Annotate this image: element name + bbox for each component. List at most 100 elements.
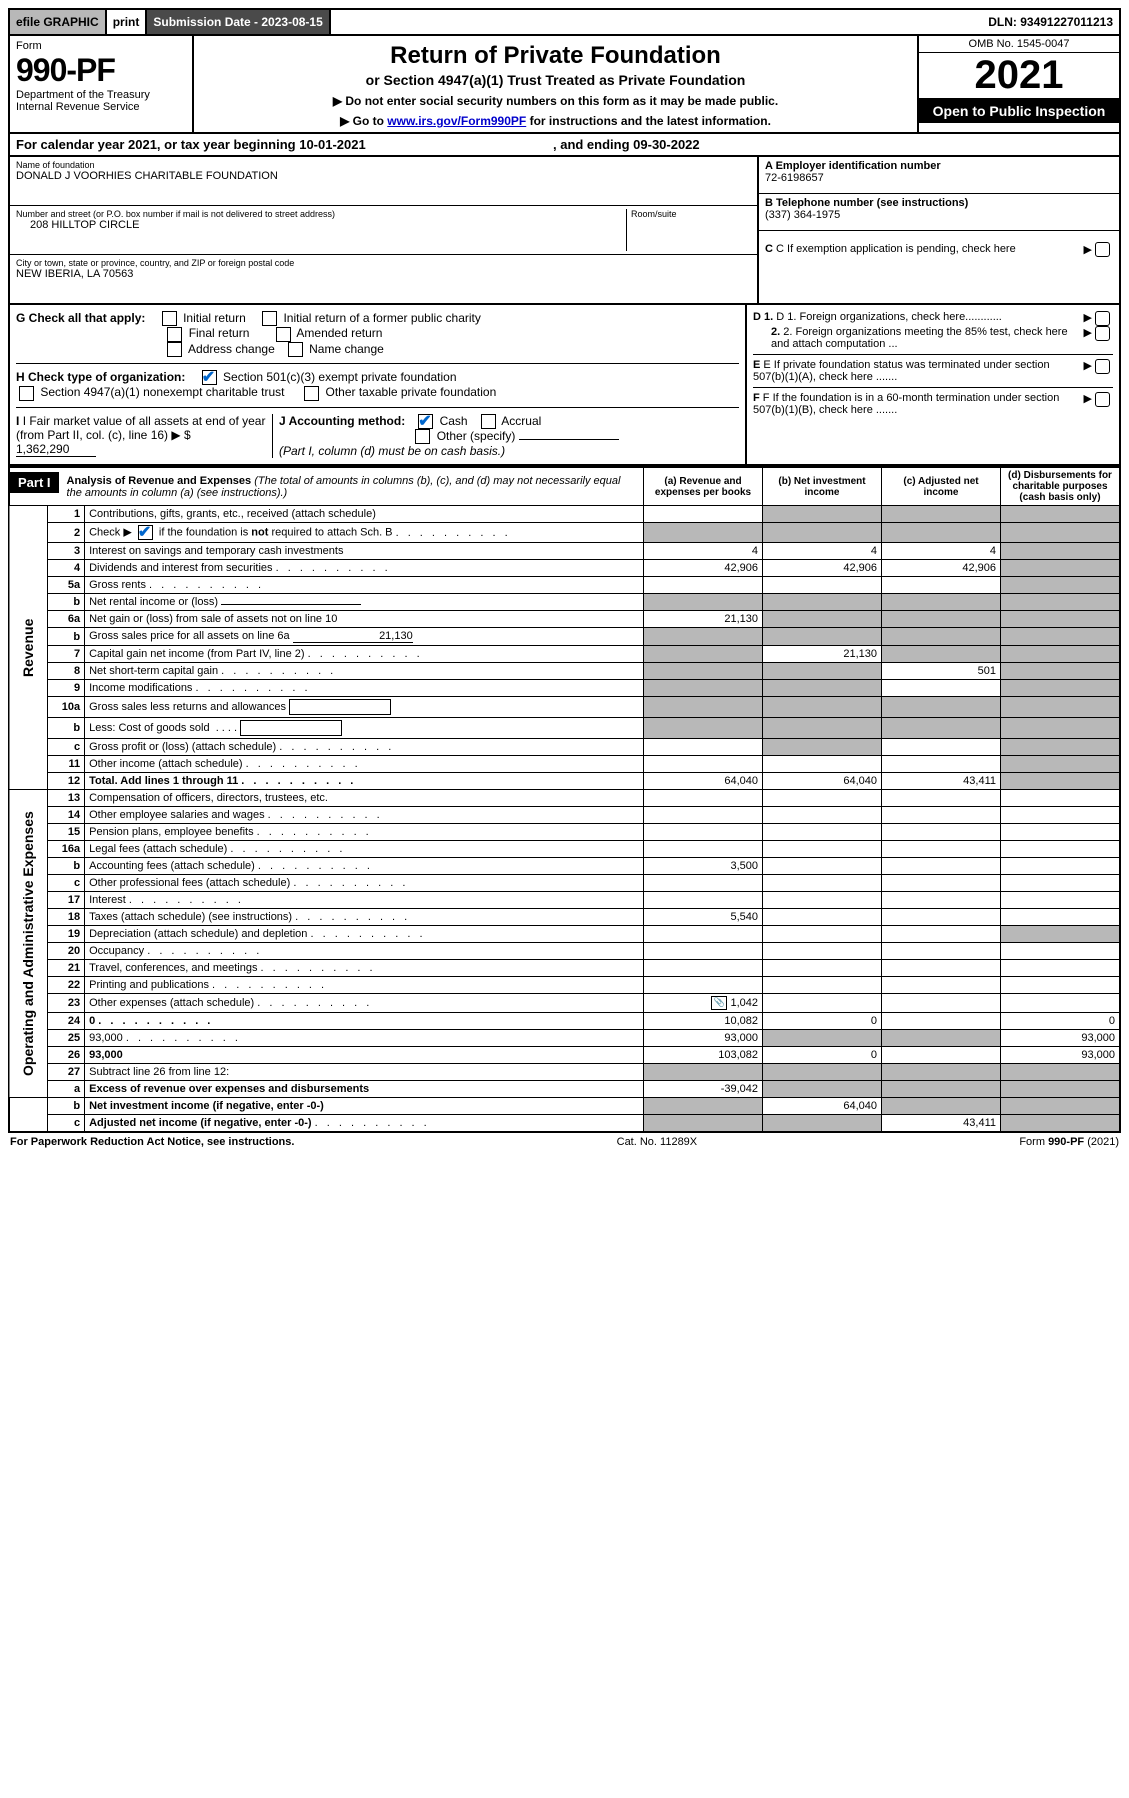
table-row: 20 Occupancy <box>9 943 1120 960</box>
cell-value: 42,906 <box>763 560 882 577</box>
phone-label: B Telephone number (see instructions) <box>765 197 1113 209</box>
other-taxable-checkbox[interactable] <box>304 386 319 401</box>
footer-mid: Cat. No. 11289X <box>617 1136 698 1148</box>
row-desc: Less: Cost of goods sold <box>89 722 209 734</box>
other-method-checkbox[interactable] <box>415 429 430 444</box>
j-note: (Part I, column (d) must be on cash basi… <box>279 444 505 458</box>
page-footer: For Paperwork Reduction Act Notice, see … <box>8 1133 1121 1151</box>
print-button[interactable]: print <box>107 10 148 34</box>
table-row: a Excess of revenue over expenses and di… <box>9 1081 1120 1098</box>
table-row: 5a Gross rents <box>9 577 1120 594</box>
cell-value: 64,040 <box>644 773 763 790</box>
row-num: 16a <box>48 841 85 858</box>
row-num: 8 <box>48 663 85 680</box>
table-row: Revenue 1 Contributions, gifts, grants, … <box>9 506 1120 523</box>
cell-value: 42,906 <box>882 560 1001 577</box>
cell-value: -39,042 <box>644 1081 763 1098</box>
calendar-year-row: For calendar year 2021, or tax year begi… <box>8 134 1121 157</box>
4947-checkbox[interactable] <box>19 386 34 401</box>
cell-value: 5,540 <box>644 909 763 926</box>
other-method-label: Other (specify) <box>437 429 516 443</box>
row-num: 9 <box>48 680 85 697</box>
name-change-checkbox[interactable] <box>288 342 303 357</box>
row-desc: Printing and publications <box>89 979 209 991</box>
cell-value: 0 <box>763 1013 882 1030</box>
table-row: 22 Printing and publications <box>9 977 1120 994</box>
cash-checkbox[interactable] <box>418 414 433 429</box>
address-change-label: Address change <box>188 342 275 356</box>
dept-label: Department of the Treasury <box>16 89 186 101</box>
row-desc: Gross sales price for all assets on line… <box>89 630 290 642</box>
row-desc: Interest on savings and temporary cash i… <box>85 543 644 560</box>
501c3-checkbox[interactable] <box>202 370 217 385</box>
row-desc: Gross profit or (loss) (attach schedule) <box>89 741 276 753</box>
table-row: c Adjusted net income (if negative, ente… <box>9 1115 1120 1133</box>
d1-checkbox[interactable] <box>1095 311 1110 326</box>
initial-former-label: Initial return of a former public charit… <box>283 311 480 325</box>
schb-checkbox[interactable] <box>138 525 153 540</box>
exemption-checkbox[interactable] <box>1095 242 1110 257</box>
row-desc: Other expenses (attach schedule) <box>89 997 254 1009</box>
attachment-icon[interactable]: 📎 <box>711 996 727 1010</box>
row-desc: Net investment income (if negative, ente… <box>89 1100 324 1112</box>
fmv-arrow: ▶ $ <box>171 428 190 442</box>
table-row: 7 Capital gain net income (from Part IV,… <box>9 646 1120 663</box>
d2-checkbox[interactable] <box>1095 326 1110 341</box>
initial-former-checkbox[interactable] <box>262 311 277 326</box>
row-desc: Legal fees (attach schedule) <box>89 843 227 855</box>
table-row: 17 Interest <box>9 892 1120 909</box>
row-desc: Travel, conferences, and meetings <box>89 962 257 974</box>
row-num: 7 <box>48 646 85 663</box>
cash-label: Cash <box>440 414 468 428</box>
room-label: Room/suite <box>631 209 751 219</box>
final-return-label: Final return <box>189 326 250 340</box>
e-label: E If private foundation status was termi… <box>753 359 1050 383</box>
row-desc: Taxes (attach schedule) (see instruction… <box>89 911 292 923</box>
d2-label: 2. Foreign organizations meeting the 85%… <box>771 326 1068 350</box>
form-title: Return of Private Foundation <box>204 42 907 70</box>
table-row: 11 Other income (attach schedule) <box>9 756 1120 773</box>
addr-label: Number and street (or P.O. box number if… <box>16 209 626 219</box>
table-row: 8 Net short-term capital gain 501 <box>9 663 1120 680</box>
fmv-value: 1,362,290 <box>16 442 96 457</box>
form-title-block: Return of Private Foundation or Section … <box>194 36 919 132</box>
city-state-zip: NEW IBERIA, LA 70563 <box>16 268 751 280</box>
dln-label: DLN: 93491227011213 <box>982 10 1119 34</box>
cell-value: 103,082 <box>644 1047 763 1064</box>
initial-return-label: Initial return <box>183 311 246 325</box>
address-change-checkbox[interactable] <box>167 342 182 357</box>
row-num: 22 <box>48 977 85 994</box>
cell-value: 43,411 <box>882 1115 1001 1133</box>
row-desc: Gross sales less returns and allowances <box>89 701 286 713</box>
amended-return-checkbox[interactable] <box>276 327 291 342</box>
row-desc: Occupancy <box>89 945 144 957</box>
accrual-checkbox[interactable] <box>481 414 496 429</box>
inst2-pre: ▶ Go to <box>340 114 387 128</box>
f-checkbox[interactable] <box>1095 392 1110 407</box>
table-row: c Gross profit or (loss) (attach schedul… <box>9 739 1120 756</box>
form-number: 990-PF <box>16 52 186 89</box>
row-num: 15 <box>48 824 85 841</box>
e-checkbox[interactable] <box>1095 359 1110 374</box>
submission-date: Submission Date - 2023-08-15 <box>147 10 330 34</box>
irs-link[interactable]: www.irs.gov/Form990PF <box>387 114 526 128</box>
f-label: F If the foundation is in a 60-month ter… <box>753 392 1059 416</box>
table-row: 25 93,000 93,000 93,000 <box>9 1030 1120 1047</box>
row-desc: 0 <box>89 1015 95 1027</box>
arrow-icon: ▶ <box>1084 243 1092 256</box>
table-row: 6a Net gain or (loss) from sale of asset… <box>9 611 1120 628</box>
cal-begin: For calendar year 2021, or tax year begi… <box>16 137 366 152</box>
inline-value: 21,130 <box>293 630 413 643</box>
final-return-checkbox[interactable] <box>167 327 182 342</box>
footer-right: Form 990-PF (2021) <box>1019 1136 1119 1148</box>
row-desc: Contributions, gifts, grants, etc., rece… <box>85 506 644 523</box>
exemption-label: C If exemption application is pending, c… <box>776 243 1016 255</box>
table-row: 16a Legal fees (attach schedule) <box>9 841 1120 858</box>
row-num: 2 <box>48 523 85 543</box>
initial-return-checkbox[interactable] <box>162 311 177 326</box>
cell-value: 4 <box>882 543 1001 560</box>
table-row: 12 Total. Add lines 1 through 11 64,040 … <box>9 773 1120 790</box>
table-row: b Less: Cost of goods sold . . . . <box>9 718 1120 739</box>
fmv-label: I Fair market value of all assets at end… <box>16 414 265 442</box>
form-instruction-2: ▶ Go to www.irs.gov/Form990PF for instru… <box>204 114 907 128</box>
